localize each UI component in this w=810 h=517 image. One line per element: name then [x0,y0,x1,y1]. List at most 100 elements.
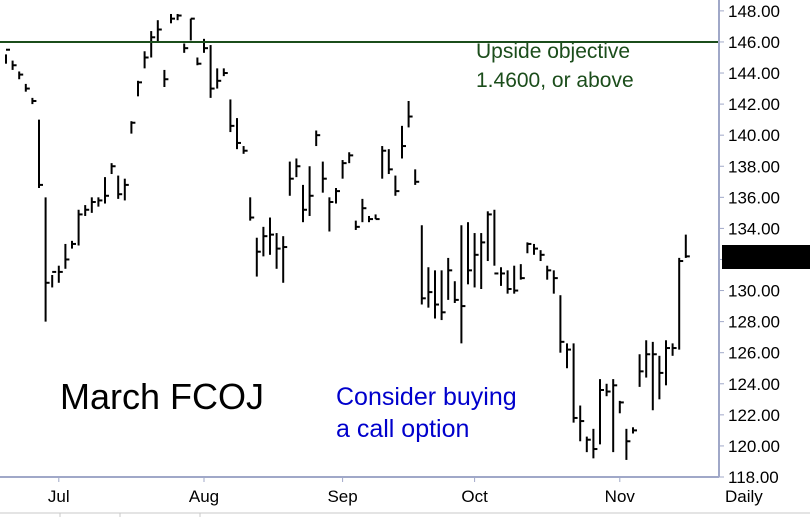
price-bar [381,146,387,179]
price-bar [77,209,83,246]
y-tick-label: 142.00 [728,95,780,114]
period-label: Daily [725,487,763,506]
price-bar [176,13,182,21]
price-bar [183,43,189,53]
price-bar [288,161,294,196]
price-bar [64,243,70,269]
price-bar [658,355,664,400]
price-bar [638,354,644,387]
price-bar [97,197,103,207]
price-bar [533,243,538,255]
price-bar [500,267,505,286]
price-bar [526,242,532,254]
price-bar [427,267,433,308]
objective-label-line2: 1.4600, or above [476,69,634,92]
price-bar [308,166,314,216]
price-bar [341,160,347,179]
price-bar [651,341,657,411]
price-bar [460,225,466,344]
price-bar [599,379,604,445]
price-bar [84,205,90,216]
price-bar [163,69,169,88]
price-bar [401,125,406,159]
price-bar [684,234,690,258]
price-bar [473,233,479,288]
price-bar [275,233,281,269]
x-tick-label: Sep [327,487,357,506]
advice-label-line2: a call option [336,415,469,443]
y-tick-label: 120.00 [728,437,780,456]
price-bar [216,68,222,89]
price-bar [110,163,116,175]
price-bar [117,175,123,199]
advice-label-line1: Consider buying [336,383,517,411]
y-tick-label: 138.00 [728,157,780,176]
price-bar [387,149,393,175]
price-bar [665,340,670,386]
price-bar [618,400,624,414]
price-bar [374,214,380,221]
price-bar [143,51,149,69]
price-bar [354,220,360,230]
price-bar [592,428,598,459]
price-bar [5,48,10,64]
price-bar [255,237,261,277]
price-bar [368,215,373,223]
price-bar [282,236,288,283]
price-bar [513,265,519,294]
x-tick-label: Aug [189,487,219,506]
price-bar [519,264,525,280]
price-bar [407,100,413,128]
price-bar [361,198,367,223]
y-tick-label: 144.00 [728,64,780,83]
y-tick-label: 136.00 [728,188,780,207]
price-bar [236,118,241,150]
price-bar [130,121,136,134]
price-bar [335,188,340,204]
x-tick-label: Oct [461,487,488,506]
price-bar [249,197,255,221]
price-bar [90,197,96,213]
price-bar [678,257,684,350]
price-bar [486,211,492,262]
last-price-label: 132.00 [729,249,781,268]
objective-label-line1: Upside objective [476,40,630,63]
price-bar [44,197,50,322]
price-bar [566,343,571,369]
price-bar [222,68,228,77]
y-tick-label: 118.00 [728,468,779,487]
price-bar [170,13,175,24]
price-bar [572,343,578,423]
price-bar [18,71,24,80]
y-tick-label: 122.00 [728,406,780,425]
ohlc-bars [5,13,690,460]
price-bar [612,379,618,453]
y-tick-label: 140.00 [728,126,780,145]
price-bar [295,158,301,178]
price-bar [414,169,420,185]
price-bar [269,217,274,255]
price-bar [203,38,208,53]
price-bar [209,45,215,98]
price-bar [394,175,400,196]
price-bar [321,161,327,193]
y-tick-label: 148.00 [728,2,780,21]
price-bar [315,130,321,147]
x-tick-label: Nov [605,487,636,506]
price-bar [605,383,611,397]
price-bar [434,270,439,319]
price-bar [242,146,248,154]
price-bar [539,250,545,262]
y-tick-label: 128.00 [728,313,780,332]
price-bar [506,270,512,294]
price-bar [625,428,631,460]
price-bar [189,17,195,41]
price-bar [262,226,268,257]
y-tick-label: 134.00 [728,219,780,238]
price-bar [104,177,109,204]
y-tick-label: 126.00 [728,344,780,363]
price-bar [229,99,235,133]
price-bar [302,184,307,223]
price-bar [150,31,156,58]
price-bar [57,265,63,283]
